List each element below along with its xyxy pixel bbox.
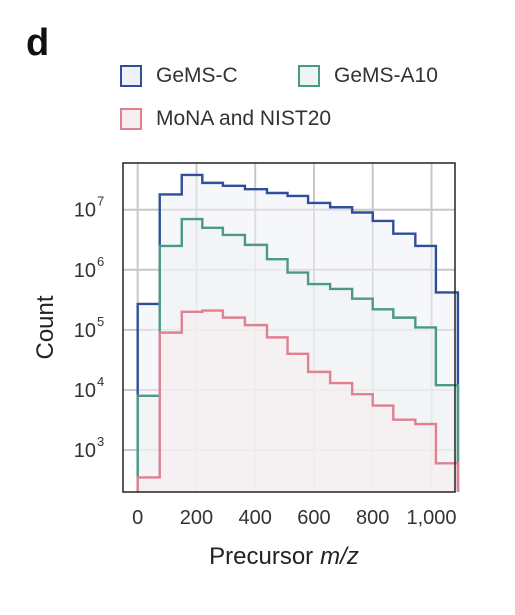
y-tick-label: 10 [74, 320, 96, 342]
legend-item-gems-a10: GeMS-A10 [298, 61, 438, 91]
series-layer [136, 173, 460, 492]
series-line-gems-a10 [136, 217, 460, 492]
x-tick-label: 1,000 [406, 507, 456, 529]
x-axis-ticks: 0 200 400 600 800 1,000 [132, 507, 456, 529]
legend-label-gems-c: GeMS-C [156, 64, 238, 87]
x-axis-label-unit: m/z [320, 543, 359, 570]
x-tick-label: 400 [239, 507, 272, 529]
y-tick-exponent: 3 [97, 434, 104, 449]
x-axis-label-main: Precursor [209, 543, 313, 570]
series-line-gems-c [136, 173, 460, 492]
y-axis-label: Count [32, 295, 59, 359]
x-tick-label: 0 [132, 507, 143, 529]
panel-label: d [26, 22, 50, 64]
legend-swatch-gems-a10 [298, 65, 320, 87]
x-tick-label: 800 [356, 507, 389, 529]
legend-swatch-gems-c [120, 65, 142, 87]
y-tick-exponent: 5 [97, 314, 104, 329]
y-tick-exponent: 4 [97, 374, 104, 389]
y-tick-exponent: 7 [97, 194, 104, 209]
series-line-mona-and-nist20 [136, 309, 460, 492]
y-tick-label: 10 [74, 380, 96, 402]
x-axis-label: Precursor m/z [209, 543, 359, 570]
legend-label-mona-nist20: MoNA and NIST20 [156, 107, 332, 130]
x-tick-label: 200 [180, 507, 213, 529]
y-tick-label: 10 [74, 260, 96, 282]
legend-swatch-mona-nist20 [120, 108, 142, 130]
x-tick-label: 600 [297, 507, 330, 529]
y-tick-exponent: 6 [97, 254, 104, 269]
series-fill-mona-and-nist20 [137, 310, 458, 492]
y-tick-label: 10 [74, 440, 96, 462]
legend-label-gems-a10: GeMS-A10 [334, 64, 438, 87]
y-tick-label: 10 [74, 200, 96, 222]
plot-frame [122, 162, 456, 493]
legend-item-gems-c: GeMS-C [120, 61, 238, 91]
legend-item-mona-nist20: MoNA and NIST20 [120, 104, 331, 134]
